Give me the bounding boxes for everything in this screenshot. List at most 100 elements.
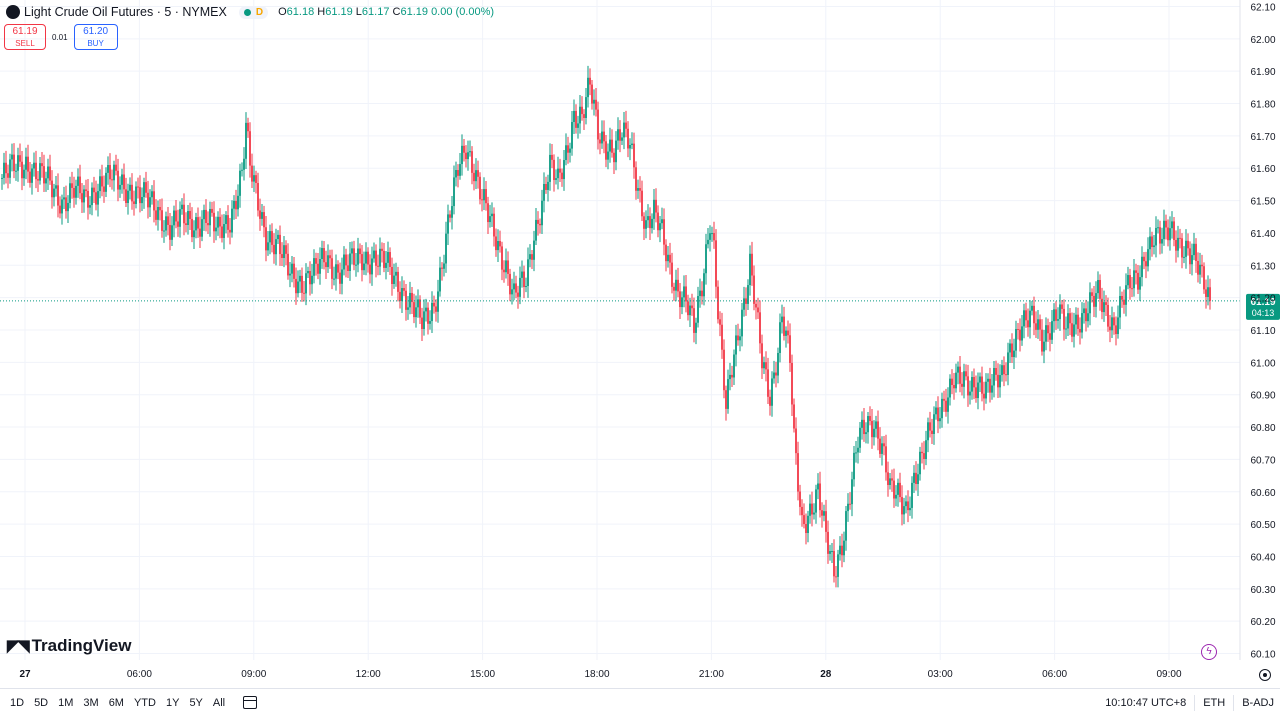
adjustment-toggle[interactable]: B-ADJ (1242, 696, 1274, 709)
price-label-box[interactable] (1246, 293, 1280, 320)
candle-body (97, 191, 99, 205)
candle-body (1101, 298, 1103, 313)
candle-body (689, 305, 691, 316)
candle-body (615, 140, 617, 163)
candle-body (185, 223, 187, 225)
candle-body (525, 286, 527, 288)
candle-body (1087, 313, 1089, 322)
range-3m-button[interactable]: 3M (83, 696, 99, 709)
candle-body (483, 189, 485, 201)
candle-body (341, 269, 343, 284)
candle-body (1111, 317, 1113, 331)
range-5d-button[interactable]: 5D (34, 696, 49, 709)
candle-body (575, 110, 577, 128)
candle-body (279, 234, 281, 255)
candle-body (15, 170, 17, 172)
candle-body (147, 192, 149, 208)
symbol-title[interactable]: Light Crude Oil Futures · 5 · NYMEX (24, 5, 227, 19)
candle-body (923, 453, 925, 460)
symbol-logo-icon[interactable] (6, 5, 20, 19)
gear-icon[interactable] (1259, 669, 1271, 681)
candle-body (107, 164, 109, 173)
sell-button[interactable]: 61.19 SELL (4, 24, 46, 50)
y-axis[interactable]: 60.10 60.20 60.30 60.40 60.50 60.60 60.70 60.80… (1239, 0, 1276, 661)
range-1y-button[interactable]: 1Y (165, 696, 180, 709)
candle-body (761, 343, 763, 369)
lightning-icon[interactable]: ϟ (1201, 644, 1217, 660)
x-axis[interactable]: 27 06:00 09:00 12:00 15:00 18:00 21:00 28 03:00 0… (19, 669, 1182, 680)
candle-body (887, 472, 889, 486)
y-tick-label: 61.50 (1250, 197, 1275, 208)
candle-body (1151, 236, 1153, 248)
candle-body (557, 168, 559, 179)
market-status-pill[interactable]: D (238, 5, 269, 19)
candle-body (143, 182, 145, 198)
range-ytd-button[interactable]: YTD (133, 696, 156, 709)
y-tick-label: 61.20 (1250, 294, 1275, 305)
candle-body (243, 158, 245, 170)
candle-body (1, 177, 3, 179)
candle-body (1073, 324, 1075, 337)
candle-body (939, 418, 941, 422)
candle-body (393, 275, 395, 284)
candle-body (973, 377, 975, 388)
candle-body (1035, 323, 1037, 330)
candle-body (35, 162, 37, 180)
candle-body (545, 184, 547, 190)
y-tick-label: 60.30 (1250, 585, 1275, 596)
candle-body (1083, 308, 1085, 314)
range-all-button[interactable]: All (212, 696, 226, 709)
range-1m-button[interactable]: 1M (58, 696, 74, 709)
candle-body (801, 506, 803, 516)
session-toggle[interactable]: ETH (1203, 696, 1226, 709)
candle-body (965, 371, 967, 377)
range-5y-button[interactable]: 5Y (189, 696, 203, 709)
candle-body (409, 292, 411, 308)
y-tick-label: 61.70 (1250, 132, 1275, 143)
candle-body (787, 330, 789, 336)
candle-body (1063, 308, 1065, 330)
candle-body (1165, 220, 1167, 228)
candle-body (417, 299, 419, 308)
candle-body (1015, 329, 1017, 351)
calendar-range-icon[interactable] (243, 696, 258, 709)
candle-body (511, 289, 513, 295)
candle-body (477, 170, 479, 177)
candle-body (633, 143, 635, 168)
candle-body (811, 503, 813, 515)
candle-body (333, 278, 335, 280)
candle-body (471, 151, 473, 173)
candle-body (179, 209, 181, 227)
candle-body (827, 531, 829, 554)
candle-body (1169, 228, 1171, 241)
candle-body (193, 230, 195, 238)
candle-body (1127, 275, 1129, 286)
candle-body (903, 506, 905, 515)
candle-body (825, 511, 827, 532)
buy-button[interactable]: 61.20 BUY (73, 24, 118, 50)
candle-body (925, 440, 927, 460)
candle-body (655, 199, 657, 213)
candle-body (1139, 277, 1141, 290)
candle-body (1069, 313, 1071, 324)
candle-body (731, 374, 733, 378)
candle-body (831, 551, 833, 553)
clock-time[interactable]: 10:10:47 UTC+8 (1105, 696, 1187, 709)
range-1d-button[interactable]: 1D (10, 696, 25, 709)
candle-body (311, 275, 313, 285)
candle-body (1155, 227, 1157, 246)
candle-body (1109, 326, 1111, 331)
candle-body (1057, 319, 1059, 321)
candle-body (651, 218, 653, 229)
candle-body (373, 250, 375, 259)
candle-body (751, 253, 753, 276)
tradingview-logo[interactable]: ◤◥ TradingView (7, 636, 131, 656)
candle-body (1187, 240, 1189, 249)
candle-body (167, 216, 169, 225)
candle-body (1121, 295, 1123, 300)
candle-body (499, 241, 501, 247)
candle-body (217, 216, 219, 228)
range-6m-button[interactable]: 6M (108, 696, 124, 709)
candle-body (537, 219, 539, 224)
